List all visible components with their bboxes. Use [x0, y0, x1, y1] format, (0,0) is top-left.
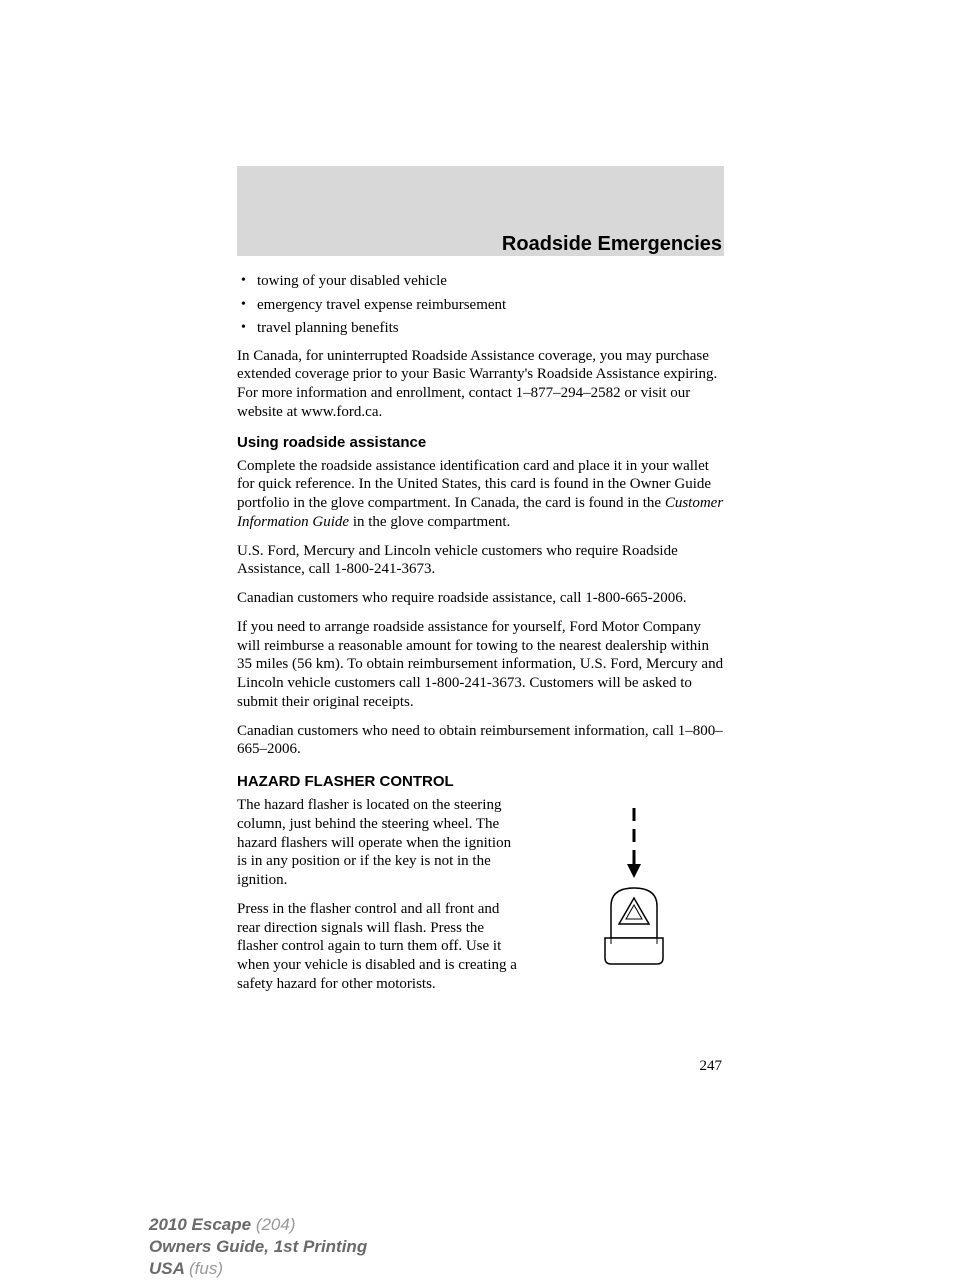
paragraph-hazard-location: The hazard flasher is located on the ste…: [237, 796, 524, 890]
paragraph-canada: In Canada, for uninterrupted Roadside As…: [237, 347, 724, 422]
hazard-diagram-column: [544, 796, 724, 1004]
page-content: towing of your disabled vehicle emergenc…: [237, 272, 724, 1004]
bullet-item: emergency travel expense reimbursement: [237, 296, 724, 316]
para-text: Complete the roadside assistance identif…: [237, 458, 711, 512]
paragraph-hazard-press: Press in the flasher control and all fro…: [237, 900, 524, 994]
footer-guide: Owners Guide, 1st Printing: [149, 1237, 367, 1256]
bullet-list: towing of your disabled vehicle emergenc…: [237, 272, 724, 339]
footer: 2010 Escape (204) Owners Guide, 1st Prin…: [149, 1214, 367, 1280]
hazard-two-column: The hazard flasher is located on the ste…: [237, 796, 724, 1004]
paragraph-us-customers: U.S. Ford, Mercury and Lincoln vehicle c…: [237, 542, 724, 580]
paragraph-canadian-reimburse: Canadian customers who need to obtain re…: [237, 722, 724, 760]
footer-region: USA: [149, 1259, 189, 1278]
para-text-end: in the glove compartment.: [349, 514, 510, 530]
bullet-item: travel planning benefits: [237, 319, 724, 339]
footer-region-code: (fus): [189, 1259, 223, 1278]
hazard-text-column: The hazard flasher is located on the ste…: [237, 796, 524, 1004]
footer-code: (204): [256, 1215, 296, 1234]
bullet-item: towing of your disabled vehicle: [237, 272, 724, 292]
section-heading-hazard: HAZARD FLASHER CONTROL: [237, 773, 724, 790]
paragraph-reimbursement: If you need to arrange roadside assistan…: [237, 618, 724, 712]
paragraph-complete: Complete the roadside assistance identif…: [237, 457, 724, 532]
page-number: 247: [700, 1058, 723, 1075]
subheading-using-roadside: Using roadside assistance: [237, 434, 724, 451]
footer-line-2: Owners Guide, 1st Printing: [149, 1236, 367, 1258]
footer-vehicle: 2010 Escape: [149, 1215, 256, 1234]
section-title: Roadside Emergencies: [502, 233, 722, 256]
footer-line-1: 2010 Escape (204): [149, 1214, 367, 1236]
hazard-flasher-diagram: [569, 806, 699, 986]
footer-line-3: USA (fus): [149, 1258, 367, 1280]
paragraph-canadian-customers: Canadian customers who require roadside …: [237, 589, 724, 608]
